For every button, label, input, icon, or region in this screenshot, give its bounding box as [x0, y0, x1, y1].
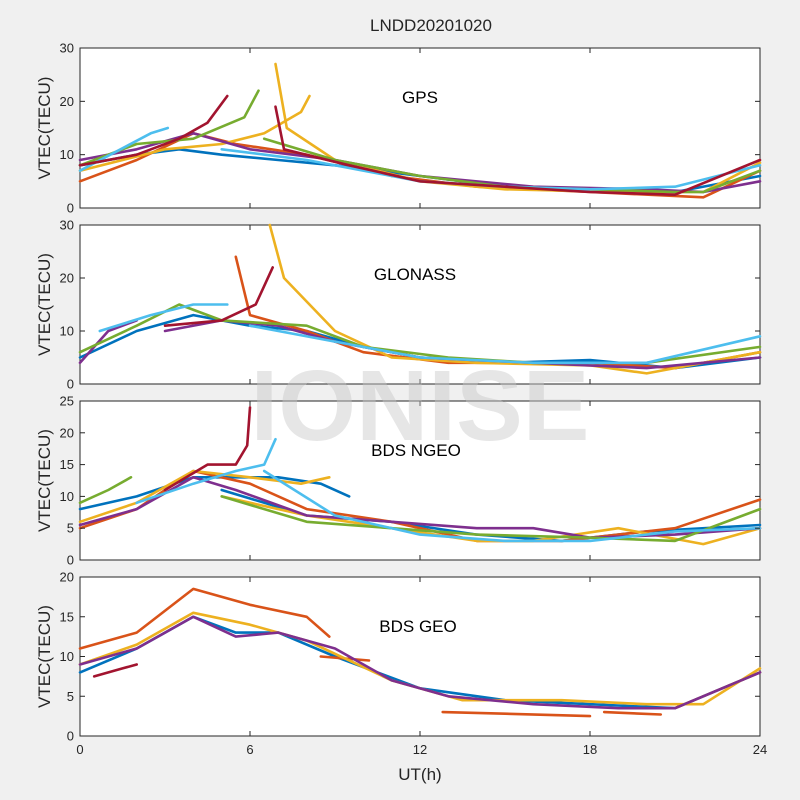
- series-line-2-0: [78, 94, 311, 172]
- y-tick-label: 5: [67, 521, 74, 536]
- figure-title: LNDD20201020: [370, 16, 492, 35]
- y-tick-label: 20: [60, 271, 74, 286]
- series-line-6-0: [78, 94, 229, 167]
- y-axis-label: VTEC(TECU): [35, 253, 54, 356]
- y-tick-label: 0: [67, 553, 74, 568]
- series-line-3-0: [78, 615, 762, 710]
- y-tick-label: 10: [60, 489, 74, 504]
- y-tick-label: 20: [60, 570, 74, 585]
- x-tick-label: 6: [246, 742, 253, 757]
- panel-0: 0 10 20 30 VTEC(TECU) GPS: [35, 41, 762, 216]
- panel-label: BDS GEO: [379, 617, 456, 636]
- y-tick-label: 20: [60, 425, 74, 440]
- y-tick-label: 5: [67, 689, 74, 704]
- y-tick-label: 30: [60, 41, 74, 56]
- x-axis-label: UT(h): [398, 765, 441, 784]
- series-line-6-0: [163, 406, 252, 492]
- series-line-1-0: [78, 587, 331, 650]
- panel-1: 0 10 20 30 VTEC(TECU) GLONASS: [35, 218, 762, 392]
- series-line-5-1: [262, 469, 762, 543]
- series-line-1-3: [602, 710, 663, 716]
- y-axis-label: VTEC(TECU): [35, 429, 54, 532]
- series-line-4-0: [92, 663, 138, 678]
- series-line-3-0: [78, 319, 138, 365]
- y-tick-label: 25: [60, 394, 74, 409]
- y-tick-label: 10: [60, 649, 74, 664]
- series-line-6-0: [163, 266, 274, 327]
- watermark: IONISE: [251, 350, 590, 462]
- y-tick-label: 0: [67, 377, 74, 392]
- panel-label: BDS NGEO: [371, 441, 461, 460]
- panel-label: GPS: [402, 88, 438, 107]
- y-tick-label: 15: [60, 609, 74, 624]
- series-line-4-0: [78, 476, 133, 505]
- series-line-6-1: [274, 105, 762, 196]
- panel-label: GLONASS: [374, 265, 456, 284]
- y-axis-label: VTEC(TECU): [35, 77, 54, 180]
- series-line-0-0: [78, 476, 351, 511]
- y-tick-label: 10: [60, 147, 74, 162]
- series-line-1-2: [441, 710, 592, 718]
- plot-area: [79, 576, 761, 737]
- series-line-2-0: [268, 223, 762, 375]
- x-tick-label: 18: [583, 742, 597, 757]
- x-tick-label: 24: [753, 742, 767, 757]
- y-tick-label: 10: [60, 324, 74, 339]
- plot-area: [79, 47, 761, 209]
- series-line-5-1: [248, 324, 762, 365]
- x-tick-label: 12: [413, 742, 427, 757]
- y-tick-label: 0: [67, 729, 74, 744]
- y-tick-label: 30: [60, 218, 74, 233]
- x-tick-label: 0: [76, 742, 83, 757]
- y-tick-label: 0: [67, 201, 74, 216]
- y-tick-label: 15: [60, 457, 74, 472]
- series-line-5-0: [78, 126, 170, 172]
- series-line-5-0: [135, 437, 277, 505]
- series-line-4-1: [220, 495, 762, 543]
- panel-2: 0 5 10 15 20 25 VTEC(TECU) BDS NGEO: [35, 394, 762, 568]
- y-axis-label: VTEC(TECU): [35, 605, 54, 708]
- series-line-5-0: [98, 303, 229, 333]
- panels: 0 10 20 30 VTEC(TECU) GPS 0 10 20 30 VTEC(TECU) GLO…: [35, 41, 767, 758]
- panel-3: 0 5 10 15 20 0 6 12 18 24 VTEC(TECU) BDS GEO: [35, 570, 767, 758]
- y-tick-label: 20: [60, 94, 74, 109]
